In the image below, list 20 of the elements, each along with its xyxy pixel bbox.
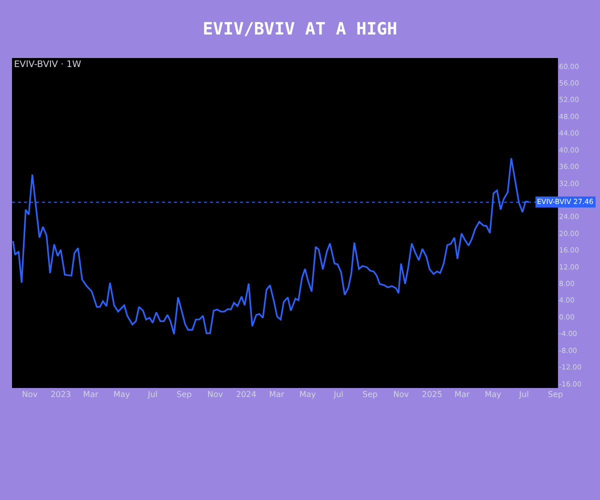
- x-tick-label: Nov: [393, 390, 410, 399]
- x-tick-label: May: [113, 390, 130, 399]
- chart-subtitle: EVIV-BVIV · 1W: [14, 60, 82, 70]
- x-tick-label: Nov: [207, 390, 224, 399]
- x-tick-label: 2024: [236, 390, 256, 399]
- x-tick-label: Jul: [518, 390, 529, 399]
- x-tick-label: Nov: [22, 390, 38, 399]
- chart-title: EVIV/BVIV AT A HIGH: [202, 19, 398, 40]
- x-tick-label: May: [299, 390, 316, 399]
- x-tick-label: Mar: [83, 390, 99, 399]
- x-tick-label: May: [484, 390, 502, 399]
- x-tick-label: Jul: [146, 390, 158, 399]
- x-tick-label: Sep: [176, 390, 192, 399]
- x-tick-label: 2025: [422, 390, 442, 399]
- x-tick-label: Sep: [362, 390, 378, 399]
- x-tick-label: Sep: [548, 390, 563, 399]
- x-tick-label: 2023: [50, 390, 71, 399]
- x-tick-label: Jul: [332, 390, 344, 399]
- x-tick-label: Mar: [269, 390, 285, 399]
- x-tick-label: Mar: [454, 390, 470, 399]
